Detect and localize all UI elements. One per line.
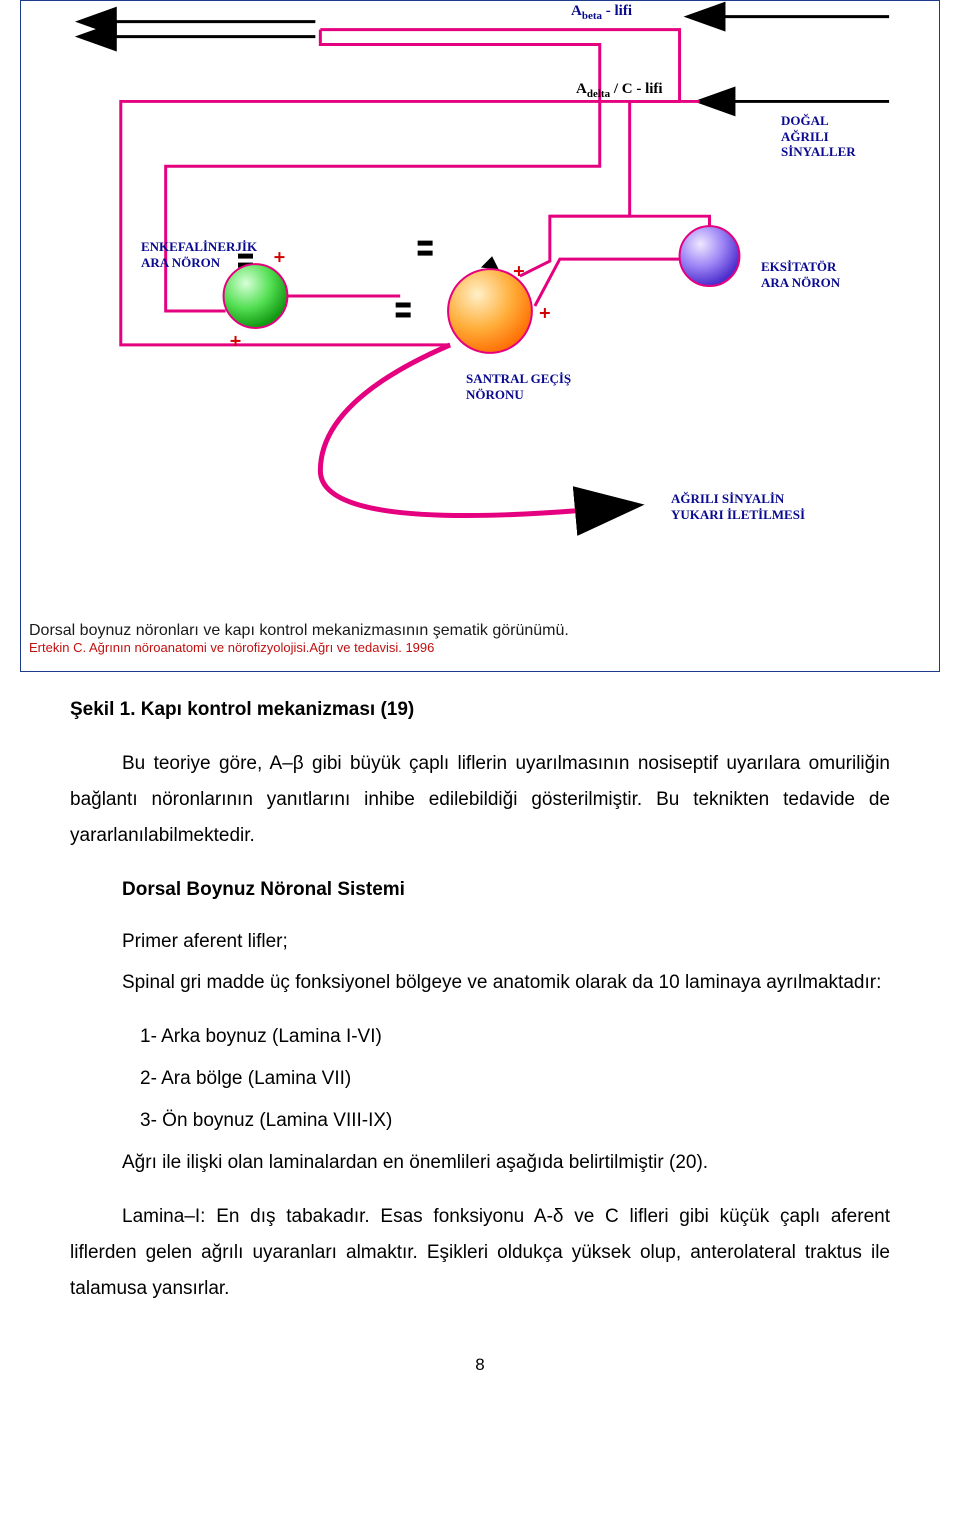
figure-label: Şekil 1. Kapı kontrol mekanizması (19) xyxy=(70,692,890,728)
paragraph-2-lead: Primer aferent lifler; xyxy=(70,924,890,960)
paragraph-2-body: Spinal gri madde üç fonksiyonel bölgeye … xyxy=(70,965,890,1001)
section-title: Dorsal Boynuz Nöronal Sistemi xyxy=(70,872,890,908)
page-number: 8 xyxy=(0,1355,960,1399)
label-eksitator: EKSİTATÖR ARA NÖRON xyxy=(761,259,840,290)
list-item: 1- Arka boynuz (Lamina I-VI) xyxy=(140,1019,890,1055)
label-agrili-sinyal: AĞRILI SİNYALİN YUKARI İLETİLMESİ xyxy=(671,491,805,522)
label-dogal: DOĞAL AĞRILI SİNYALLER xyxy=(781,113,856,160)
list-item: 2- Ara bölge (Lamina VII) xyxy=(140,1061,890,1097)
label-enkefalinerjik: ENKEFALİNERJİK ARA NÖRON xyxy=(141,239,257,270)
caption-main: Dorsal boynuz nöronları ve kapı kontrol … xyxy=(29,622,931,640)
caption-sub: Ertekin C. Ağrının nöroanatomi ve nörofi… xyxy=(29,640,931,655)
label-santral: SANTRAL GEÇİŞ NÖRONU xyxy=(466,371,571,402)
paragraph-3: Ağrı ile ilişki olan laminalardan en öne… xyxy=(70,1145,890,1181)
label-a-delta: Adelta / C - lifi xyxy=(576,81,663,100)
paragraph-4: Lamina–I: En dış tabakadır. Esas fonksiy… xyxy=(70,1199,890,1307)
lamina-list: 1- Arka boynuz (Lamina I-VI) 2- Ara bölg… xyxy=(70,1019,890,1139)
figure-frame: Abeta - lifi Adelta / C - lifi DOĞAL AĞR… xyxy=(20,0,940,672)
article-body: Şekil 1. Kapı kontrol mekanizması (19) B… xyxy=(0,682,960,1355)
figure-caption: Dorsal boynuz nöronları ve kapı kontrol … xyxy=(21,616,939,665)
paragraph-1: Bu teoriye göre, A–β gibi büyük çaplı li… xyxy=(70,746,890,854)
label-a-beta: Abeta - lifi xyxy=(571,3,632,22)
list-item: 3- Ön boynuz (Lamina VIII-IX) xyxy=(140,1103,890,1139)
